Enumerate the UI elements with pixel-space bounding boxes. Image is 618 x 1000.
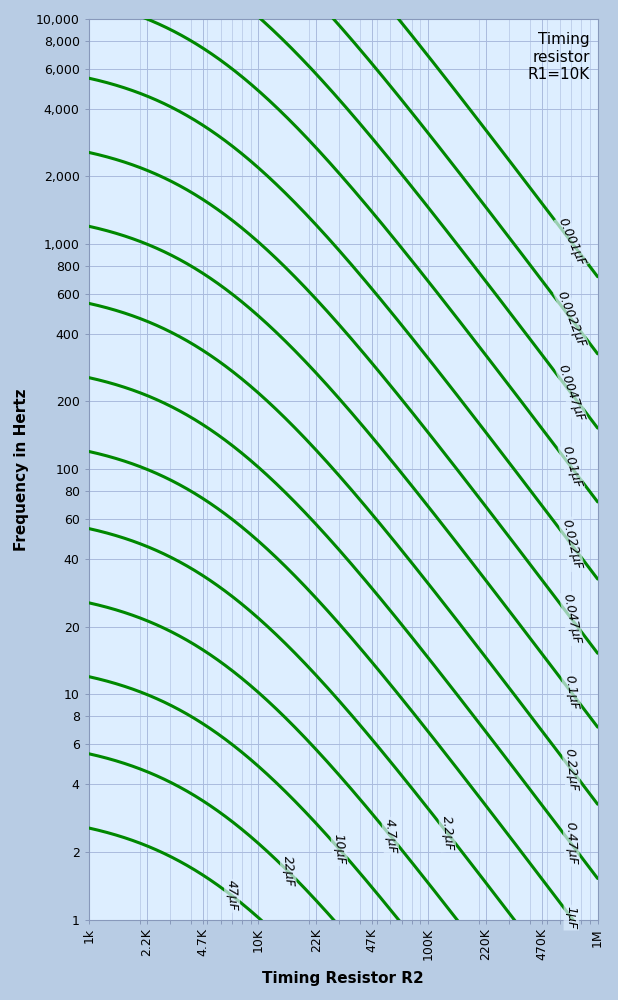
- Text: 0.047μF: 0.047μF: [560, 592, 583, 645]
- Y-axis label: Frequency in Hertz: Frequency in Hertz: [14, 388, 29, 551]
- Text: 2.2μF: 2.2μF: [439, 815, 455, 851]
- Text: 0.001μF: 0.001μF: [555, 216, 588, 268]
- X-axis label: Timing Resistor R2: Timing Resistor R2: [262, 971, 424, 986]
- Text: 0.47μF: 0.47μF: [564, 822, 579, 866]
- Text: 0.0022μF: 0.0022μF: [555, 289, 588, 349]
- Text: 0.0047μF: 0.0047μF: [556, 363, 587, 424]
- Text: 1μF: 1μF: [565, 906, 578, 929]
- Text: 4.7μF: 4.7μF: [383, 818, 398, 854]
- Text: 0.1μF: 0.1μF: [562, 674, 580, 711]
- Text: 0.022μF: 0.022μF: [559, 518, 583, 571]
- Text: 0.22μF: 0.22μF: [563, 747, 580, 792]
- Text: 10μF: 10μF: [332, 833, 347, 865]
- Text: 47μF: 47μF: [225, 880, 239, 912]
- Text: Timing
resistor
R1=10K: Timing resistor R1=10K: [528, 32, 590, 82]
- Text: 0.01μF: 0.01μF: [559, 445, 583, 490]
- Text: 22μF: 22μF: [281, 856, 295, 887]
